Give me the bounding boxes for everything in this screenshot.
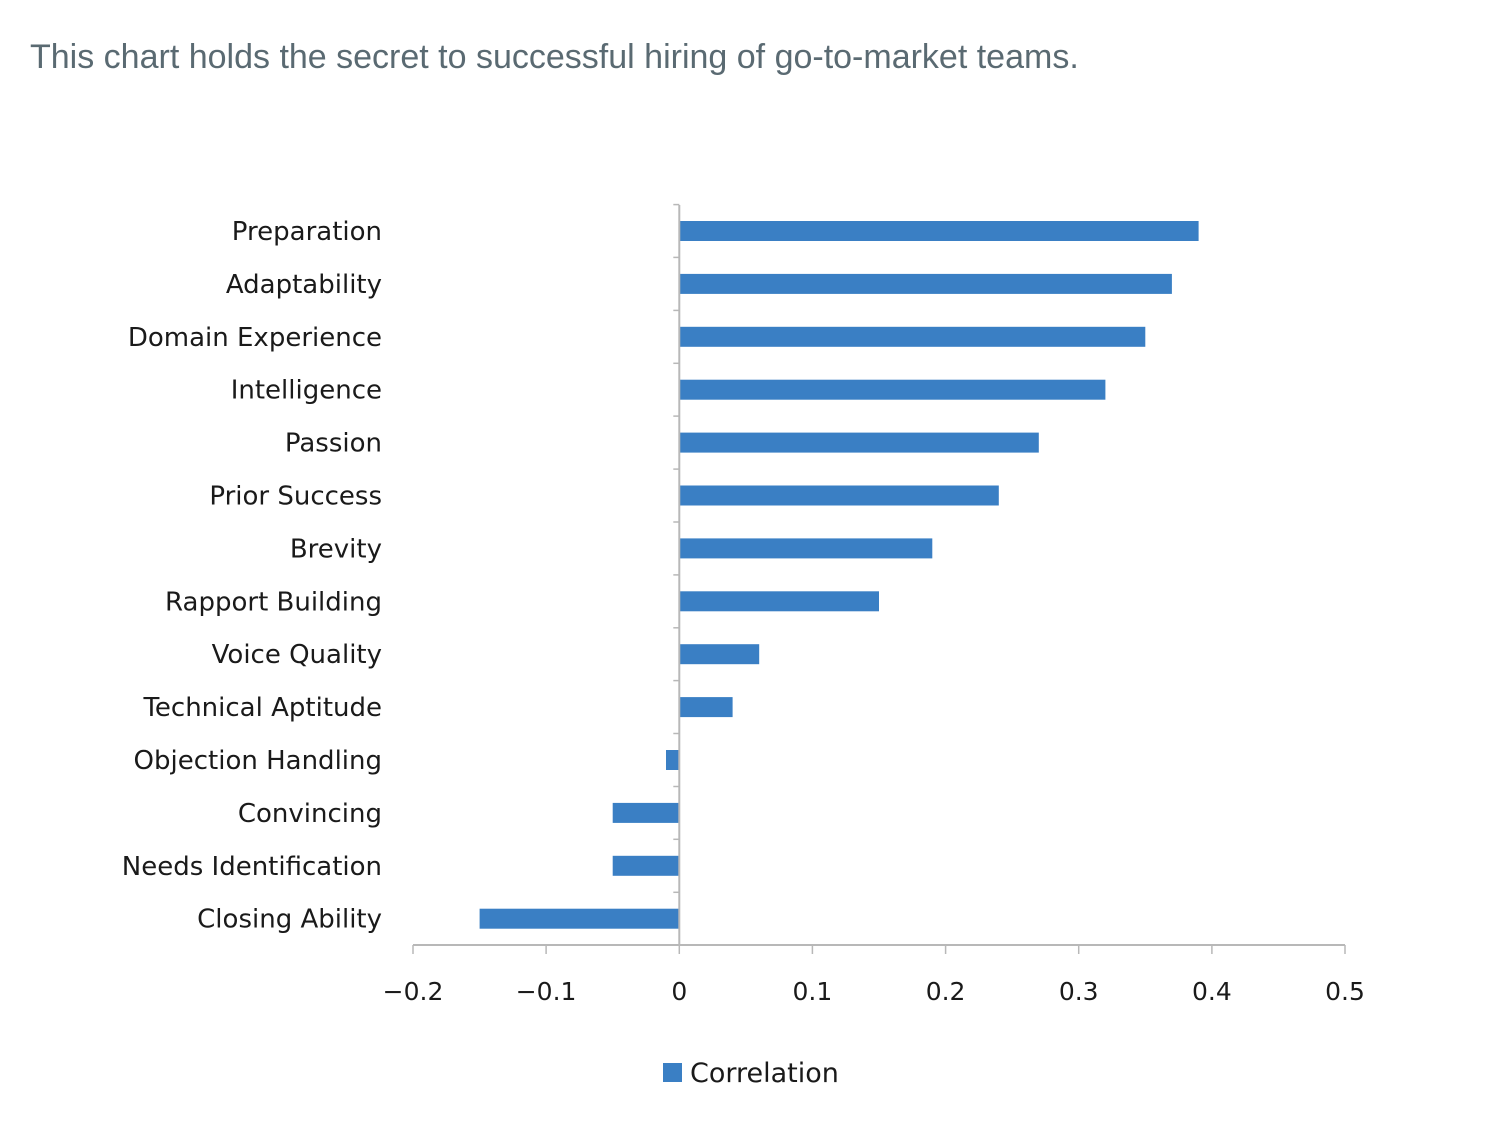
value-tick-label: 0.4 [1192, 977, 1232, 1006]
value-tick-label: 0 [671, 977, 687, 1006]
bar-technical-aptitude [679, 697, 733, 718]
category-label: Closing Ability [197, 905, 382, 935]
legend: Correlation [663, 1058, 839, 1089]
category-label: Brevity [290, 534, 382, 564]
bar-passion [679, 432, 1039, 453]
bar-intelligence [679, 379, 1106, 400]
bar-convincing [612, 802, 680, 823]
value-tick-label: 0.3 [1059, 977, 1099, 1006]
bar-adaptability [679, 273, 1172, 294]
category-label: Domain Experience [128, 323, 382, 353]
category-label: Technical Aptitude [142, 693, 382, 723]
bar-preparation [679, 221, 1199, 241]
category-label: Prior Success [209, 482, 382, 512]
category-label: Preparation [232, 217, 382, 247]
category-label: Voice Quality [212, 640, 382, 670]
category-label: Needs Identification [122, 852, 382, 882]
bar-domain-experience [679, 326, 1146, 347]
category-label: Objection Handling [134, 746, 382, 776]
bar-objection-handling [666, 750, 680, 770]
page-caption: This chart holds the secret to successfu… [30, 38, 1079, 76]
value-tick-label: 0.1 [793, 977, 833, 1006]
legend-swatch [663, 1063, 682, 1082]
bar-closing-ability [479, 908, 680, 929]
bar-needs-identification [612, 855, 680, 876]
axis-layer [412, 203, 1346, 954]
legend-label: Correlation [690, 1058, 839, 1089]
bar-prior-success [679, 485, 999, 506]
category-label: Intelligence [231, 376, 382, 406]
category-label: Rapport Building [165, 587, 382, 617]
bar-voice-quality [679, 644, 760, 665]
category-label: Convincing [238, 799, 382, 829]
bar-rapport-building [679, 591, 879, 612]
category-label: Adaptability [226, 270, 382, 300]
category-label: Passion [285, 429, 382, 459]
value-tick-label: 0.2 [926, 977, 966, 1006]
value-tick-label: −0.2 [383, 977, 444, 1006]
bars-layer [479, 221, 1199, 929]
value-tick-label: 0.5 [1325, 977, 1365, 1006]
labels-layer: Preparation Adaptability Domain Experience… [122, 217, 1365, 1006]
bar-brevity [679, 538, 933, 559]
value-tick-label: −0.1 [516, 977, 577, 1006]
